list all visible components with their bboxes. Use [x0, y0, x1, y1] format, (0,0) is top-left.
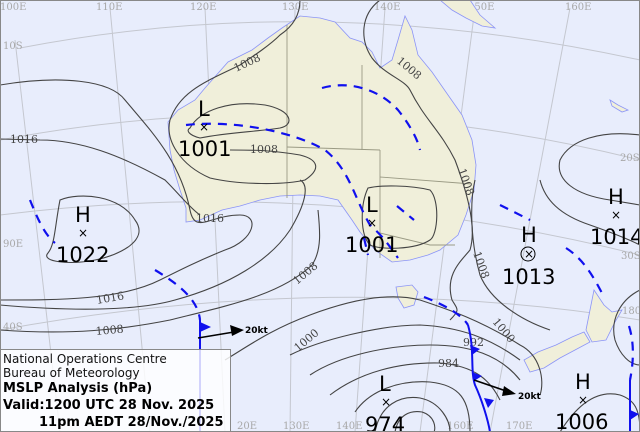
new-guinea — [439, 0, 497, 29]
isobar-label: 984 — [438, 357, 459, 370]
grid-label: 150E — [468, 2, 494, 13]
circled-cross-icon — [520, 246, 536, 262]
state-borders — [286, 25, 473, 258]
low-west-australia: L × 1001 — [178, 97, 231, 161]
grid-label: 140E — [336, 421, 362, 432]
grid-label: 20E — [237, 421, 257, 432]
grid-label: 140E — [374, 2, 400, 13]
grid-label: 100E — [0, 2, 26, 13]
tasmania — [395, 284, 419, 309]
high-south-of-nz: H × 1006 — [555, 370, 608, 432]
grid-labels-top: 100E 110E 120E 130E 140E 150E 160E — [0, 2, 591, 13]
grid-label: 130E — [283, 421, 309, 432]
pressure-value: 1013 — [502, 265, 555, 289]
landmasses — [167, 0, 630, 373]
centre-cross-icon: × — [611, 208, 621, 222]
nz-north-island — [585, 288, 623, 343]
centre-cross-icon: × — [367, 216, 377, 230]
pressure-value: 1014 — [590, 225, 640, 249]
valid-time-utc: Valid:1200 UTC 28 Nov. 2025 — [3, 398, 215, 413]
chart-title: MSLP Analysis (hPa) — [3, 381, 153, 396]
wind-vector: 20kt — [473, 379, 542, 402]
australia — [167, 14, 477, 263]
grid-label: 90E — [3, 239, 23, 250]
agency-name: Bureau of Meteorology — [3, 366, 140, 380]
valid-time-local: 11pm AEDT 28/Nov./2025 — [39, 415, 224, 430]
grid-label: 170E — [506, 421, 532, 432]
new-caledonia — [609, 99, 630, 113]
isobar-label: 1000 — [292, 326, 322, 354]
pressure-value: 974 — [365, 413, 405, 432]
isobar-label: 1016 — [196, 212, 224, 225]
grid-label: 30S — [621, 251, 640, 262]
high-symbol: H — [575, 370, 591, 394]
wind-vector: 20kt — [197, 325, 269, 339]
grid-label: 10S — [3, 41, 23, 52]
centre-cross-icon: × — [524, 247, 534, 261]
low-south-australia: L × 1001 — [345, 193, 398, 257]
grid-label: 120E — [190, 2, 216, 13]
centre-cross-icon: × — [78, 226, 88, 240]
grid-label: 160E — [447, 421, 473, 432]
info-box: National Operations Centre Bureau of Met… — [0, 349, 231, 432]
pressure-value: 1022 — [56, 243, 109, 267]
low-symbol: L — [379, 372, 391, 396]
high-symbol: H — [608, 185, 624, 209]
grid-labels-side: 10S 90E 40S 20S 30S 180 20E 130E 140E 16… — [3, 41, 640, 432]
grid-label: 180 — [622, 306, 640, 317]
low-symbol: L — [366, 193, 378, 217]
centre-cross-icon: × — [578, 393, 588, 407]
grid-label: 110E — [96, 2, 122, 13]
wind-speed-label: 20kt — [518, 392, 542, 402]
isobar-label: 1016 — [95, 289, 125, 307]
nz-south-island — [523, 331, 591, 373]
centre-cross-icon: × — [199, 120, 209, 134]
high-coral-sea-east: H × 1014 — [590, 185, 640, 249]
isobar-label: 1008 — [291, 259, 321, 287]
grid-label: 130E — [282, 2, 308, 13]
wind-speed-label: 20kt — [245, 326, 269, 336]
pressure-value: 1006 — [555, 410, 608, 432]
pressure-value: 1001 — [178, 137, 231, 161]
high-symbol: H — [75, 203, 91, 227]
isobar-label: 1008 — [250, 143, 278, 156]
high-indian-ocean: H × 1022 — [56, 203, 109, 267]
grid-label: 20S — [620, 153, 640, 164]
grid-label: 40S — [3, 322, 23, 333]
isobar-label: 1008 — [470, 250, 492, 281]
isobar-label: 1008 — [95, 323, 124, 338]
high-tasman: H × 1013 — [502, 223, 555, 289]
pressure-value: 1001 — [345, 233, 398, 257]
isobar-label: 992 — [463, 336, 484, 349]
centre-cross-icon: × — [381, 395, 391, 409]
high-symbol: H — [521, 223, 537, 247]
low-symbol: L — [198, 97, 210, 121]
low-southern-ocean: L × 974 — [365, 372, 405, 432]
org-name: National Operations Centre — [3, 352, 167, 366]
grid-label: 160E — [565, 2, 591, 13]
isobar-label: 1016 — [10, 133, 38, 146]
